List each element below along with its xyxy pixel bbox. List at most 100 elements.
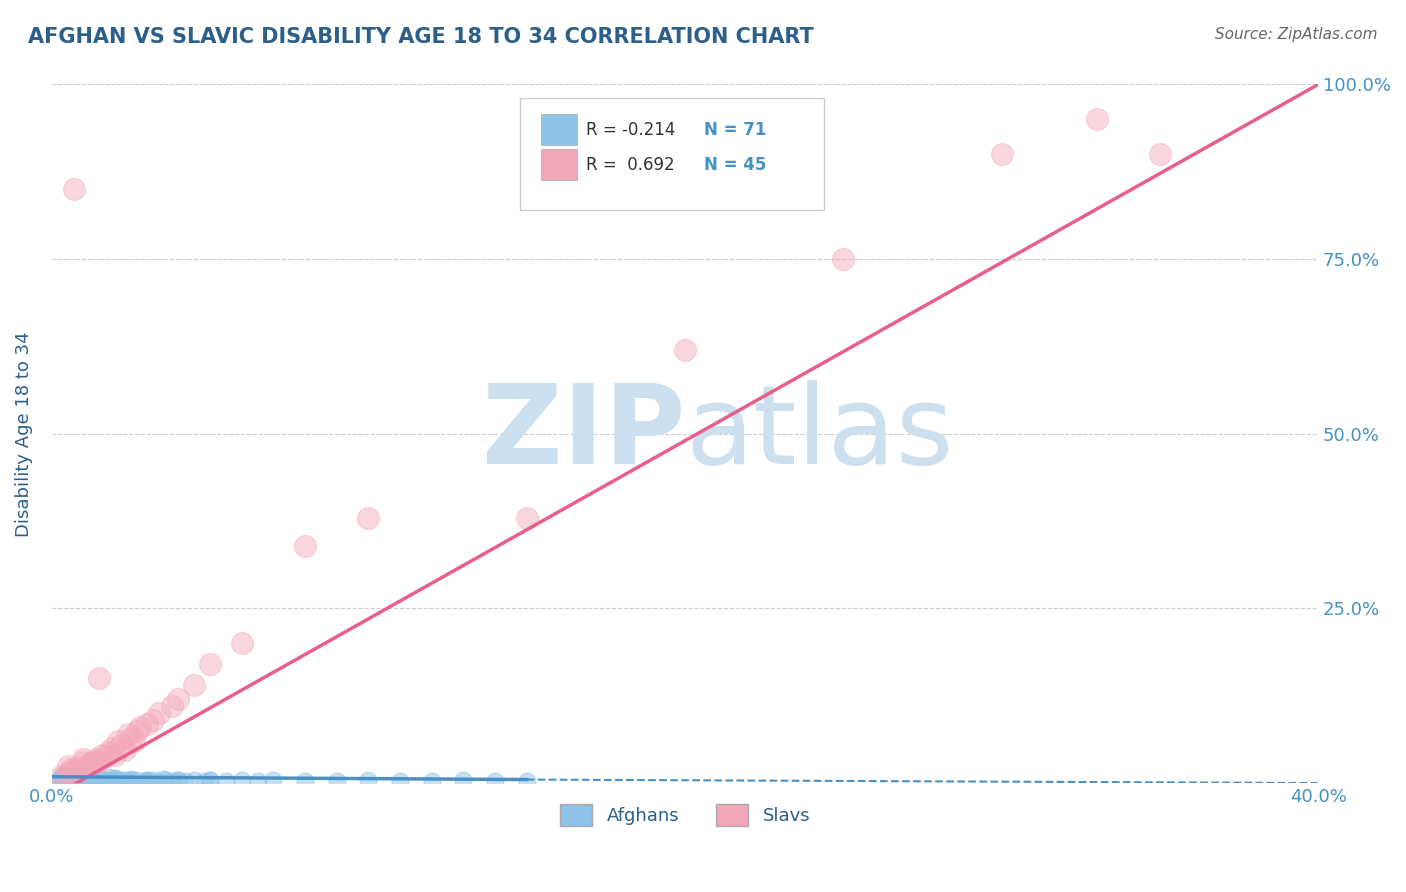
Point [1085,112,1108,127]
Point [120,772,142,787]
Point [107,774,129,789]
Point [94,774,117,789]
Point [56,758,79,772]
Point [101,773,124,788]
Point [142,773,165,788]
Point [89,772,111,786]
Point [59,771,82,785]
Point [63,764,86,778]
Point [104,771,127,785]
Point [56,765,79,780]
Point [135,716,157,731]
Point [104,772,127,786]
Point [132,774,155,789]
Y-axis label: Disability Age 18 to 34: Disability Age 18 to 34 [15,331,32,537]
Point [56,771,79,785]
Point [148,774,170,789]
Point [72,771,94,785]
Legend: Afghans, Slavs: Afghans, Slavs [553,797,817,833]
Point [76,772,98,787]
Point [53,767,76,781]
Point [79,770,101,784]
Point [117,727,139,741]
Point [79,771,101,785]
Point [51,772,73,786]
Point [155,773,177,788]
Point [129,720,152,734]
Point [51,769,73,783]
Point [152,772,174,786]
Text: ZIP: ZIP [482,380,685,487]
Point [294,774,316,789]
Point [89,773,111,788]
Point [56,772,79,787]
Point [59,771,82,785]
Text: AFGHAN VS SLAVIC DISABILITY AGE 18 TO 34 CORRELATION CHART: AFGHAN VS SLAVIC DISABILITY AGE 18 TO 34… [28,27,814,46]
Point [246,774,269,789]
Point [114,773,136,788]
Point [127,773,149,788]
Point [127,723,149,738]
Point [183,678,205,692]
Point [104,748,127,763]
Point [79,773,101,788]
Point [198,773,221,788]
Point [160,699,183,714]
Point [97,771,120,785]
Point [46,773,69,788]
Point [63,772,86,786]
Point [215,774,238,789]
Point [94,749,117,764]
Text: R =  0.692: R = 0.692 [586,156,675,174]
Point [120,731,142,745]
Point [59,762,82,776]
Point [82,774,104,789]
Point [1149,147,1171,161]
Point [59,773,82,788]
Point [990,147,1012,161]
FancyBboxPatch shape [520,98,824,211]
Point [198,772,221,787]
Text: atlas: atlas [685,380,953,487]
Point [110,738,132,752]
Point [82,755,104,769]
Point [453,773,475,788]
Point [53,774,76,789]
Point [63,182,86,196]
Point [84,772,107,787]
Point [357,773,380,788]
Point [89,754,111,768]
Point [120,772,142,786]
Text: R = -0.214: R = -0.214 [586,120,675,139]
Point [66,772,89,787]
Point [72,772,94,786]
Point [262,773,284,788]
Point [72,751,94,765]
Point [167,692,190,706]
Point [198,657,221,672]
Point [72,755,94,769]
Point [91,748,114,763]
Point [69,764,91,778]
Point [97,772,120,787]
Point [673,343,696,357]
Point [325,774,347,789]
Point [183,773,205,788]
Point [51,769,73,783]
Point [148,706,170,721]
Point [357,510,380,524]
Point [107,734,129,748]
Point [114,742,136,756]
Text: N = 71: N = 71 [704,120,766,139]
Point [135,772,157,787]
Point [135,772,157,787]
Point [173,774,195,789]
Point [832,252,855,266]
Point [122,734,145,748]
Point [66,761,89,775]
Point [516,774,538,789]
Point [76,770,98,784]
Point [79,756,101,771]
Point [66,769,89,783]
Point [388,774,411,789]
